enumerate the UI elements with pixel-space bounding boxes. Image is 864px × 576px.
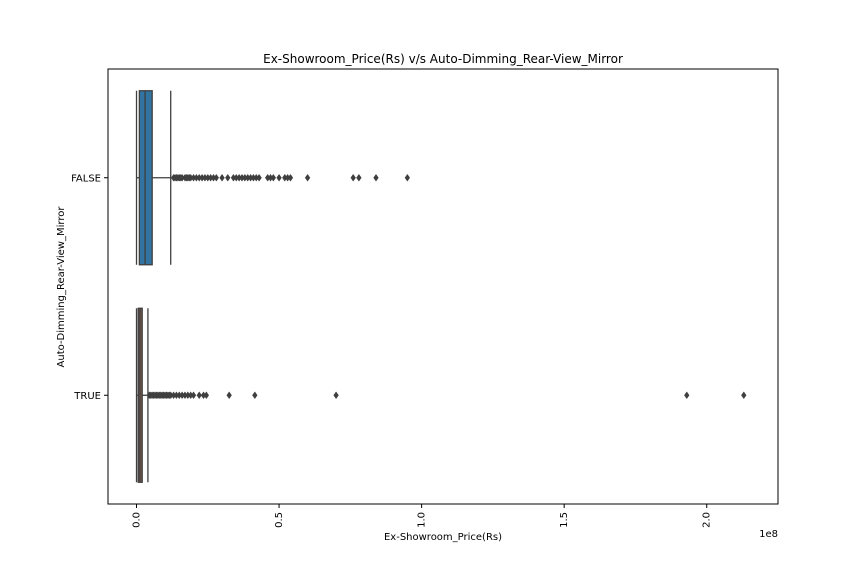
outlier-point bbox=[203, 391, 210, 400]
outlier-point bbox=[196, 391, 202, 400]
outlier-point bbox=[404, 173, 411, 182]
y-axis-label: Auto-Dimming_Rear-View_Mirror bbox=[56, 206, 67, 368]
outlier-point bbox=[276, 173, 282, 182]
box-group-false bbox=[135, 90, 411, 266]
x-tick-label: 1.0 bbox=[417, 512, 428, 528]
chart-title: Ex-Showroom_Price(Rs) v/s Auto-Dimming_R… bbox=[263, 52, 623, 66]
outlier-point bbox=[219, 173, 225, 182]
x-axis: 0.0 0.5 1.0 1.5 2.0 bbox=[132, 504, 713, 528]
outlier-point bbox=[350, 173, 356, 182]
y-tick-label: FALSE bbox=[71, 173, 101, 184]
outlier-point bbox=[252, 391, 258, 400]
outlier-point bbox=[213, 173, 220, 182]
outlier-point bbox=[270, 173, 277, 182]
outlier-point bbox=[256, 173, 262, 182]
x-tick-label: 1.5 bbox=[559, 512, 570, 528]
outlier-point bbox=[356, 173, 362, 182]
outlier-point bbox=[225, 173, 231, 182]
x-tick-label: 2.0 bbox=[702, 512, 713, 528]
outlier-point bbox=[333, 391, 339, 400]
outlier-point bbox=[741, 391, 747, 400]
y-axis: FALSE TRUE bbox=[71, 173, 108, 402]
box-group-true bbox=[135, 307, 747, 483]
outlier-point bbox=[226, 391, 232, 400]
outlier-point bbox=[373, 173, 379, 182]
chart-marks bbox=[135, 90, 747, 483]
iqr-box bbox=[138, 90, 153, 266]
outlier-point bbox=[287, 173, 294, 182]
plot-area-frame bbox=[107, 68, 779, 505]
x-tick-label: 0.0 bbox=[132, 512, 143, 528]
outlier-point bbox=[684, 391, 690, 400]
outlier-point bbox=[304, 173, 311, 182]
x-axis-offset-label: 1e8 bbox=[759, 529, 778, 540]
x-tick-label: 0.5 bbox=[274, 512, 285, 528]
outlier-point bbox=[190, 391, 197, 400]
y-tick-label: TRUE bbox=[73, 391, 101, 402]
x-axis-label: Ex-Showroom_Price(Rs) bbox=[384, 532, 502, 543]
